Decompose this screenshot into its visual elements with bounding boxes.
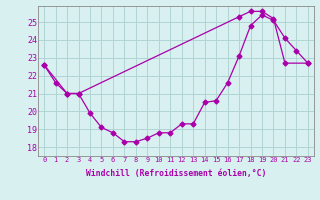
- X-axis label: Windchill (Refroidissement éolien,°C): Windchill (Refroidissement éolien,°C): [86, 169, 266, 178]
